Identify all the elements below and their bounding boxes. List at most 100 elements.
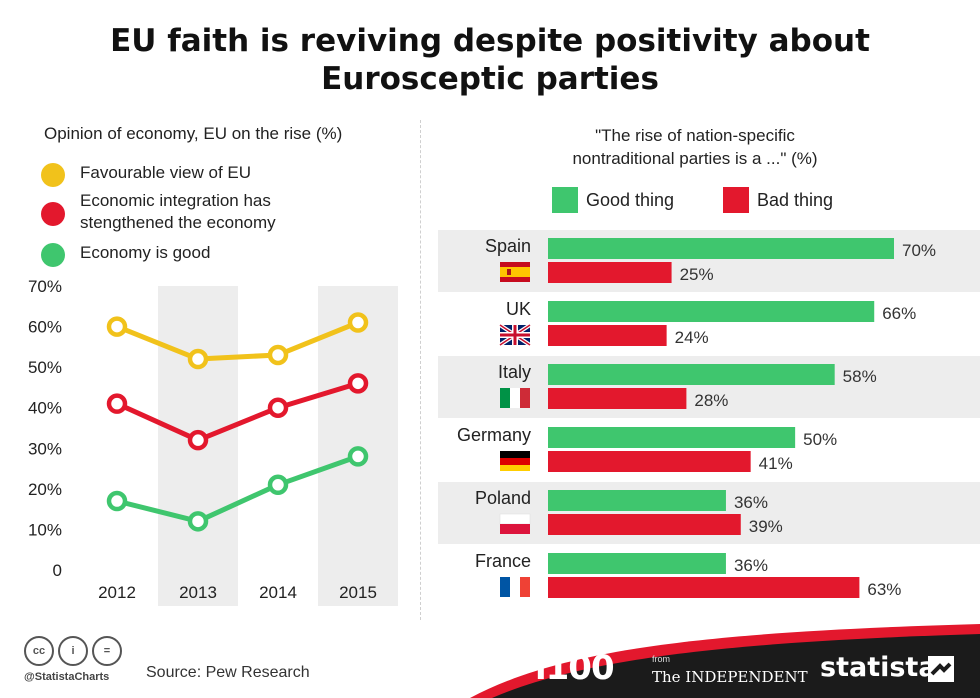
flag-stripe <box>500 458 530 465</box>
flag-stripe <box>499 513 531 525</box>
chart-title: EU faith is reviving despite positivity … <box>0 22 980 98</box>
bad-bar <box>548 514 741 535</box>
good-value-label: 58% <box>843 367 877 386</box>
flag-stripe <box>500 577 510 597</box>
legend-swatch-green <box>552 187 578 213</box>
bar-chart: Spain 70% 25% UK 66% 24% Italy 58% 28% Germany 50%… <box>438 230 980 599</box>
spain-flag <box>500 262 530 282</box>
y-tick-label: 0 <box>53 561 62 580</box>
flag-cross <box>500 333 530 337</box>
country-label: Poland <box>475 488 531 508</box>
legend-label: Bad thing <box>757 190 834 210</box>
by-icon[interactable]: i <box>58 636 88 666</box>
statista-logo[interactable]: statista <box>820 652 937 683</box>
y-tick-label: 70% <box>28 277 62 296</box>
good-value-label: 70% <box>902 241 936 260</box>
x-tick-label: 2013 <box>179 583 217 602</box>
legend-swatch-red <box>723 187 749 213</box>
i100-logo[interactable]: i100 <box>535 648 615 688</box>
bad-bar <box>548 388 687 409</box>
footer-band <box>470 624 980 698</box>
flag-stripe <box>520 388 530 408</box>
data-point <box>267 344 289 366</box>
data-point <box>347 373 369 394</box>
bad-bar <box>548 577 860 598</box>
bad-bar <box>548 325 667 346</box>
uk-flag <box>498 323 532 347</box>
nd-icon[interactable]: = <box>92 636 122 666</box>
column-band-2015 <box>318 286 398 606</box>
data-point <box>267 397 289 418</box>
legend-dot-yellow <box>41 163 65 187</box>
right-panel-subtitle: "The rise of nation-specific nontraditio… <box>440 124 950 170</box>
series-line-0 <box>116 320 359 362</box>
good-value-label: 36% <box>734 493 768 512</box>
legend-item-integration: Economic integration has stengthened the… <box>41 190 276 234</box>
statista-handle[interactable]: @StatistaCharts <box>24 671 110 683</box>
legend-label: Economic integration has stengthened the… <box>80 191 276 232</box>
data-point <box>347 312 369 333</box>
line-chart: 0 10% 20% 30% 40% 50% 60% 70% 2012 2013 2014 2015 <box>28 277 398 606</box>
country-label: Italy <box>498 362 531 382</box>
good-bar <box>548 364 835 385</box>
france-flag <box>500 577 530 597</box>
y-tick-label: 50% <box>28 358 62 377</box>
series-line-2 <box>116 454 359 524</box>
data-point <box>106 393 128 414</box>
y-tick-label: 20% <box>28 480 62 499</box>
flag-emblem <box>507 269 511 275</box>
y-tick-label: 40% <box>28 399 62 418</box>
right-subtitle-line-1: "The rise of nation-specific <box>595 126 795 145</box>
x-tick-label: 2012 <box>98 583 136 602</box>
good-bar <box>548 427 796 448</box>
flag-stripe <box>510 577 520 597</box>
legend-dot-red <box>41 202 65 226</box>
good-value-label: 66% <box>882 304 916 323</box>
good-bar <box>548 301 875 322</box>
flag-stripe <box>500 267 530 277</box>
italy-flag <box>500 388 530 408</box>
data-point <box>347 446 369 467</box>
germany-flag <box>500 451 530 471</box>
x-tick-label: 2014 <box>259 583 297 602</box>
flag-stripe <box>500 465 530 471</box>
flag-stripe <box>500 451 530 458</box>
y-tick-label: 10% <box>28 520 62 539</box>
poland-flag <box>499 513 531 534</box>
bad-value-label: 25% <box>680 265 714 284</box>
country-label: UK <box>506 299 531 319</box>
data-point <box>106 490 128 512</box>
good-value-label: 50% <box>803 430 837 449</box>
bad-value-label: 39% <box>749 517 783 536</box>
legend-label: Favourable view of EU <box>80 163 252 182</box>
from-label: from <box>652 654 670 664</box>
panel-divider <box>420 120 421 620</box>
bad-value-label: 63% <box>867 580 901 599</box>
x-tick-label: 2015 <box>339 583 377 602</box>
legend-label: Good thing <box>586 190 675 210</box>
country-label: France <box>475 551 531 571</box>
series-line-1 <box>115 380 359 443</box>
bad-value-label: 28% <box>694 391 728 410</box>
cc-icon[interactable]: cc <box>24 636 54 666</box>
data-point <box>187 348 209 370</box>
statista-mark-icon <box>928 656 954 682</box>
flag-stripe <box>510 388 520 408</box>
chart-title-line-1: EU faith is reviving despite positivity … <box>110 23 870 59</box>
flag-stripe <box>500 388 510 408</box>
good-bar <box>548 553 726 574</box>
flag-stripe <box>520 577 530 597</box>
footer-dark-band <box>492 634 980 698</box>
good-bar <box>548 238 894 259</box>
independent-logo[interactable]: The INDEPENDENT <box>652 668 808 686</box>
flag-stripe <box>500 524 530 534</box>
legend-item-economy: Economy is good <box>41 242 210 267</box>
legend-item-favourable: Favourable view of EU <box>41 162 252 187</box>
source-note[interactable]: Source: Pew Research <box>146 664 310 681</box>
country-label: Germany <box>457 425 531 445</box>
chart-title-line-2: Eurosceptic parties <box>321 61 659 97</box>
bad-bar <box>548 451 751 472</box>
bad-bar <box>548 262 672 283</box>
data-point <box>267 474 289 496</box>
left-panel-subtitle: Opinion of economy, EU on the rise (%) <box>44 124 343 143</box>
